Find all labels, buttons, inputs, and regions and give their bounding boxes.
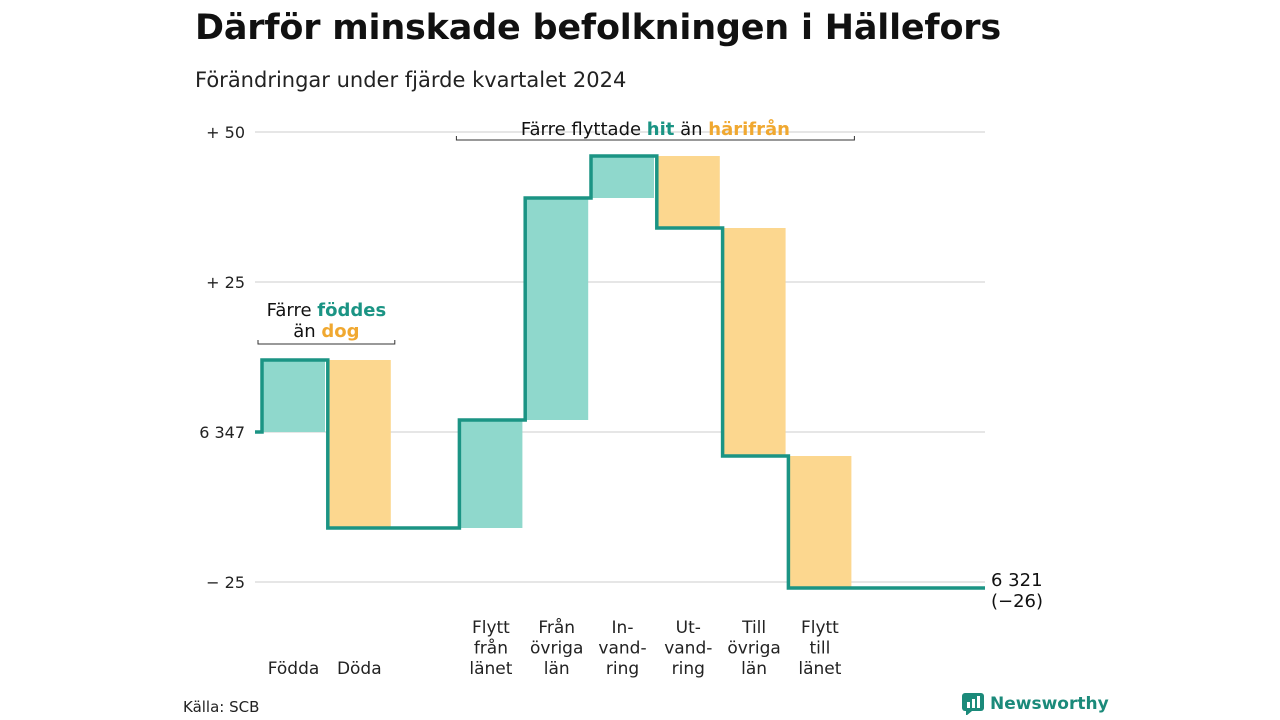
end-value-label: 6 321 xyxy=(991,570,1043,591)
bar-3 xyxy=(525,198,589,420)
category-label: Flytt till länet xyxy=(798,618,841,679)
annotation-births-line1: Färre föddes xyxy=(267,300,387,321)
category-label: Ut-vand-ring xyxy=(664,618,712,679)
category-label: Till övriga län xyxy=(727,618,780,679)
y-tick-label: − 25 xyxy=(206,573,245,592)
bar-4 xyxy=(591,156,654,198)
chart-bubble-icon xyxy=(962,693,984,715)
annotation-births-line2: än dog xyxy=(293,321,359,342)
annotation-migration-bracket xyxy=(455,136,855,141)
bar-0 xyxy=(262,360,325,432)
y-tick-label: + 25 xyxy=(206,273,245,292)
step-line xyxy=(255,154,985,590)
annotation-migration-text: Färre flyttade hit än härifrån xyxy=(521,118,790,140)
category-label: Flytt från länet xyxy=(469,618,512,679)
source-note: Källa: SCB xyxy=(183,698,260,716)
category-label: In-vand-ring xyxy=(598,618,646,679)
bar-2 xyxy=(459,420,523,528)
bar-7 xyxy=(788,456,852,588)
bar-5 xyxy=(656,156,720,228)
end-change-label: (−26) xyxy=(991,591,1043,612)
category-label: Från övriga län xyxy=(530,617,583,679)
y-tick-label: + 50 xyxy=(206,123,245,142)
bar-1 xyxy=(327,360,391,528)
chart-title: Därför minskade befolkningen i Hällefors xyxy=(195,8,1001,48)
annotation-births-bracket xyxy=(257,340,396,345)
y-tick-label: 6 347 xyxy=(199,423,245,442)
logo-text: Newsworthy xyxy=(990,694,1109,714)
category-label: Födda xyxy=(268,659,320,679)
chart-subtitle: Förändringar under fjärde kvartalet 2024 xyxy=(195,68,627,92)
bar-6 xyxy=(722,228,786,456)
category-label: Döda xyxy=(337,659,382,679)
newsworthy-logo: Newsworthy xyxy=(962,693,1109,715)
